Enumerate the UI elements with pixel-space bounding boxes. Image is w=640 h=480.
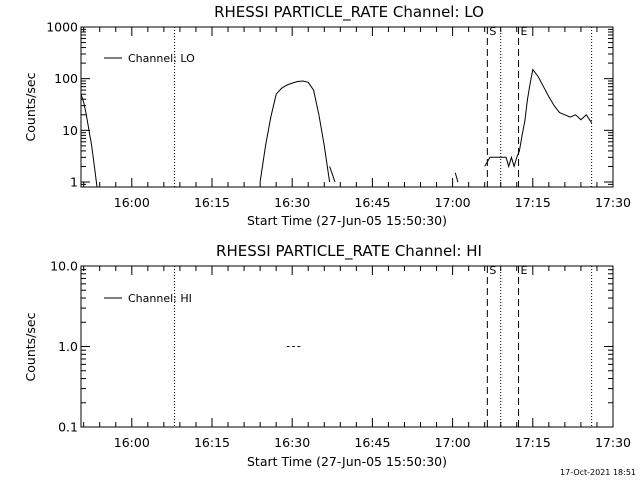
series-line — [329, 166, 336, 183]
data-series — [80, 68, 593, 188]
x-tick-label: 16:30 — [274, 195, 310, 210]
x-tick-label: 17:30 — [595, 195, 631, 210]
marker-label: E — [521, 25, 528, 38]
x-tick-label: 16:45 — [354, 195, 390, 210]
legend-label: Channel: LO — [128, 52, 195, 65]
y-tick-label: 0.1 — [58, 420, 78, 435]
y-tick-label: 1.0 — [58, 339, 78, 354]
x-tick-label: 16:15 — [194, 435, 230, 450]
x-axis-label: Start Time (27-Jun-05 15:50:30) — [247, 454, 447, 469]
footer-timestamp: 17-Oct-2021 18:51 — [560, 468, 636, 477]
chart-panel-lo: RHESSI PARTICLE_RATE Channel: LO 1101001… — [23, 3, 631, 228]
chart-title: RHESSI PARTICLE_RATE Channel: LO — [214, 3, 484, 22]
x-tick-label: 17:15 — [515, 195, 551, 210]
legend-label: Channel: HI — [128, 292, 192, 305]
chart-title: RHESSI PARTICLE_RATE Channel: HI — [216, 242, 482, 261]
y-tick-label: 100 — [54, 71, 78, 86]
y-axis-ticks: 0.1 1.0 10.0 — [50, 259, 613, 435]
x-tick-label: 17:15 — [515, 435, 551, 450]
x-tick-label: 16:30 — [274, 435, 310, 450]
marker-label: S — [489, 264, 496, 277]
y-axis-label: Counts/sec — [23, 312, 38, 381]
series-line — [80, 94, 98, 188]
y-tick-label: 10 — [62, 123, 78, 138]
y-axis-ticks: 1 10 100 1000 — [46, 20, 613, 189]
series-line — [259, 80, 331, 183]
plot-frame — [80, 26, 614, 188]
marker-label: S — [489, 25, 496, 38]
chart-panel-hi: RHESSI PARTICLE_RATE Channel: HI 0.1 1.0 1… — [23, 242, 631, 469]
y-tick-label: 10.0 — [50, 259, 78, 274]
x-tick-label: 16:45 — [354, 435, 390, 450]
y-tick-label: 1 — [70, 174, 78, 189]
y-axis-label: Counts/sec — [23, 72, 38, 141]
x-tick-label: 17:00 — [435, 195, 471, 210]
legend: Channel: LO — [104, 52, 195, 65]
legend: Channel: HI — [104, 292, 192, 305]
marker-label: E — [521, 264, 528, 277]
y-tick-label: 1000 — [46, 20, 78, 35]
x-tick-label: 16:00 — [114, 435, 150, 450]
plot-frame — [80, 265, 614, 428]
x-tick-label: 17:30 — [595, 435, 631, 450]
x-axis-label: Start Time (27-Jun-05 15:50:30) — [247, 213, 447, 228]
x-tick-label: 16:00 — [114, 195, 150, 210]
x-axis-ticks: 16:00 16:15 16:30 16:45 17:00 17:15 17:30 — [83, 27, 631, 210]
x-tick-label: 16:15 — [194, 195, 230, 210]
x-axis-ticks: 16:00 16:15 16:30 16:45 17:00 17:15 17:30 — [83, 266, 631, 450]
x-tick-label: 17:00 — [435, 435, 471, 450]
series-line — [454, 172, 459, 183]
series-line — [484, 68, 593, 169]
